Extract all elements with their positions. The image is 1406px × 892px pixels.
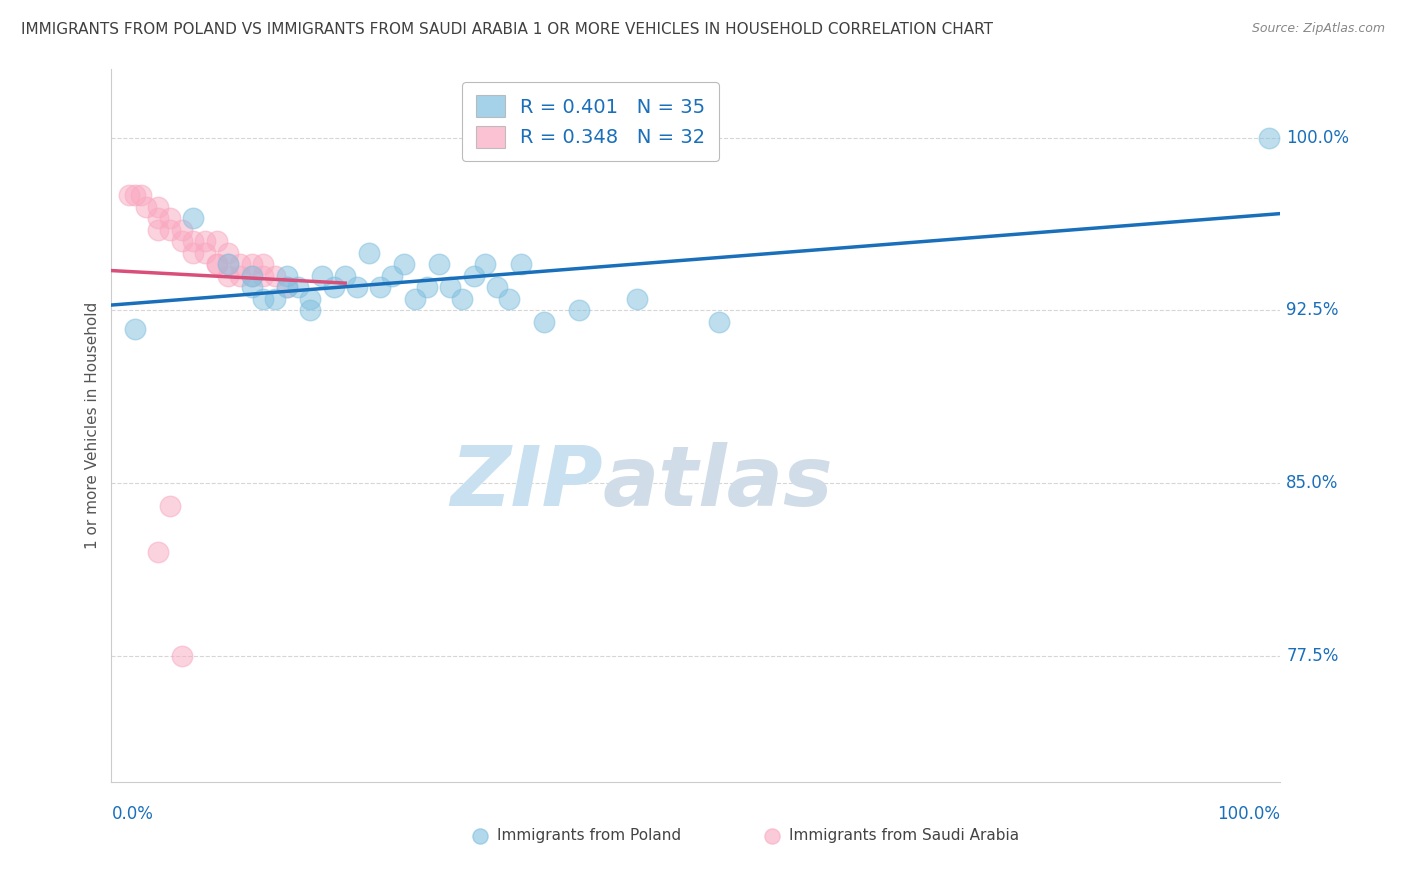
Point (229, 257, 252, 271)
Point (264, 268, 287, 283)
Text: 85.0%: 85.0% (1286, 474, 1339, 492)
Point (381, 268, 404, 283)
Point (392, 257, 415, 271)
Text: 77.5%: 77.5% (1286, 647, 1339, 665)
Point (299, 292, 322, 306)
Point (217, 268, 239, 283)
Point (181, 234, 204, 248)
Point (170, 648, 193, 663)
Point (217, 257, 239, 271)
Text: 100.0%: 100.0% (1286, 128, 1350, 146)
Point (170, 223, 193, 237)
Point (129, 188, 152, 202)
Point (240, 257, 263, 271)
Point (135, 200, 157, 214)
Point (368, 280, 391, 294)
Point (217, 257, 239, 271)
Point (229, 268, 252, 283)
Point (205, 257, 228, 271)
Point (124, 188, 146, 202)
Point (170, 234, 193, 248)
Point (276, 268, 298, 283)
Point (159, 211, 181, 226)
Point (146, 223, 169, 237)
Point (264, 292, 287, 306)
Text: Immigrants from Poland: Immigrants from Poland (498, 829, 682, 843)
Point (474, 257, 496, 271)
Point (322, 280, 344, 294)
Text: 0.0%: 0.0% (111, 805, 153, 823)
Point (427, 257, 450, 271)
Point (181, 245, 204, 260)
Text: 92.5%: 92.5% (1286, 301, 1339, 319)
Point (357, 245, 380, 260)
Point (276, 280, 298, 294)
Text: ZIP: ZIP (450, 442, 602, 523)
Point (509, 257, 531, 271)
Point (146, 200, 169, 214)
Legend: R = 0.401   N = 35, R = 0.348   N = 32: R = 0.401 N = 35, R = 0.348 N = 32 (463, 82, 720, 161)
Point (451, 292, 474, 306)
Point (194, 245, 217, 260)
Point (205, 234, 228, 248)
Point (146, 545, 169, 559)
Point (240, 268, 263, 283)
Point (311, 268, 333, 283)
Text: atlas: atlas (602, 442, 832, 523)
Point (486, 280, 509, 294)
Point (568, 303, 591, 318)
Point (124, 322, 146, 336)
Point (252, 292, 274, 306)
Point (404, 292, 426, 306)
Point (240, 268, 263, 283)
Point (335, 268, 357, 283)
Point (181, 211, 204, 226)
Point (463, 268, 485, 283)
Point (240, 280, 263, 294)
Y-axis label: 1 or more Vehicles in Household: 1 or more Vehicles in Household (86, 301, 100, 549)
Text: Source: ZipAtlas.com: Source: ZipAtlas.com (1251, 22, 1385, 36)
Point (276, 280, 298, 294)
Point (194, 234, 217, 248)
Point (709, 315, 731, 329)
Point (252, 257, 274, 271)
Text: 100.0%: 100.0% (1218, 805, 1281, 823)
Text: IMMIGRANTS FROM POLAND VS IMMIGRANTS FROM SAUDI ARABIA 1 OR MORE VEHICLES IN HOU: IMMIGRANTS FROM POLAND VS IMMIGRANTS FRO… (21, 22, 993, 37)
Point (159, 223, 181, 237)
Point (299, 303, 322, 318)
Point (533, 315, 555, 329)
Point (205, 257, 228, 271)
Text: Immigrants from Saudi Arabia: Immigrants from Saudi Arabia (789, 829, 1019, 843)
Point (1257, 130, 1279, 145)
Point (439, 280, 461, 294)
Point (346, 280, 368, 294)
Point (146, 211, 169, 226)
Point (626, 292, 648, 306)
Point (416, 280, 439, 294)
Point (287, 280, 309, 294)
Point (118, 188, 141, 202)
Point (498, 292, 520, 306)
Point (217, 245, 239, 260)
Point (252, 268, 274, 283)
Point (159, 499, 181, 513)
